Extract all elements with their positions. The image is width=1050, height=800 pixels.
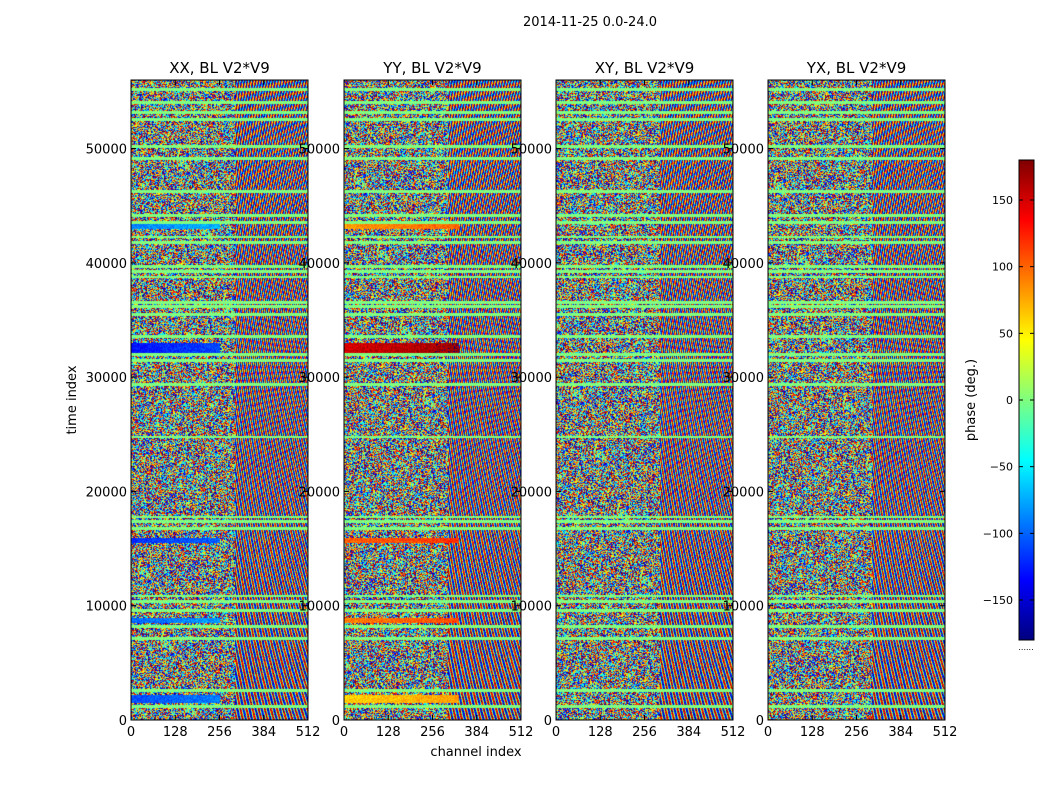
- panel-xy: XY, BL V2*V9 0 128 256 384 512 0 10000 20000 3000…: [511, 59, 746, 740]
- panel-yy: YY, BL V2*V9 0 128 256 384 512 0 10000 20000 3000…: [299, 59, 534, 740]
- y-tick-label: 10000: [86, 600, 127, 615]
- x-tick-label: 384: [888, 725, 913, 740]
- phase-heatmap-image: [131, 80, 308, 720]
- y-tick-label: 50000: [723, 143, 764, 158]
- x-tick-label: 256: [420, 725, 445, 740]
- y-tick-label: 40000: [511, 257, 552, 272]
- y-tick-label: 10000: [299, 600, 340, 615]
- x-tick-label: 512: [296, 725, 321, 740]
- y-tick-label: 30000: [511, 371, 552, 386]
- colorbar: −150 −100 −50 0 50 100 150: [983, 159, 1035, 641]
- x-tick-label: 256: [632, 725, 657, 740]
- x-tick-label: 384: [464, 725, 489, 740]
- y-tick-label: 40000: [723, 257, 764, 272]
- x-axis-label: channel index: [430, 745, 521, 760]
- panel-xx: XX, BL V2*V9 0 128 256 384 512 0 10000 20000 3000…: [86, 59, 321, 740]
- y-tick-label: 0: [544, 714, 552, 729]
- panel-title: XY, BL V2*V9: [595, 59, 695, 77]
- y-tick-label: 30000: [299, 371, 340, 386]
- x-tick-label: 256: [844, 725, 869, 740]
- x-tick-label: 128: [163, 725, 188, 740]
- y-tick-label: 50000: [511, 143, 552, 158]
- y-tick-label: 20000: [299, 485, 340, 500]
- x-tick-label: 128: [800, 725, 825, 740]
- colorbar-label: phase (deg.): [964, 359, 979, 441]
- y-tick-label: 40000: [299, 257, 340, 272]
- y-tick-label: 30000: [723, 371, 764, 386]
- y-axis-label: time index: [65, 365, 80, 434]
- y-tick-label: 50000: [86, 143, 127, 158]
- figure-suptitle: 2014-11-25 0.0-24.0: [523, 15, 657, 30]
- x-tick-label: 128: [376, 725, 401, 740]
- x-tick-label: 512: [509, 725, 534, 740]
- colorbar-tick-label: −150: [983, 594, 1013, 607]
- panel-title: YY, BL V2*V9: [382, 59, 481, 77]
- y-tick-label: 50000: [299, 143, 340, 158]
- panel-title: XX, BL V2*V9: [169, 59, 270, 77]
- colorbar-tick-label: 100: [992, 261, 1013, 274]
- y-tick-label: 10000: [511, 600, 552, 615]
- colorbar-footer: ......: [1018, 643, 1033, 652]
- x-tick-label: 512: [933, 725, 958, 740]
- y-tick-label: 20000: [511, 485, 552, 500]
- colorbar-tick-label: −50: [990, 461, 1013, 474]
- y-tick-label: 20000: [86, 485, 127, 500]
- y-tick-label: 10000: [723, 600, 764, 615]
- panel-title: YX, BL V2*V9: [806, 59, 907, 77]
- x-tick-label: 128: [588, 725, 613, 740]
- colorbar-tick-label: −100: [983, 527, 1013, 540]
- y-tick-label: 0: [756, 714, 764, 729]
- y-tick-label: 40000: [86, 257, 127, 272]
- x-tick-label: 512: [721, 725, 746, 740]
- phase-heatmap-image: [344, 80, 521, 720]
- x-tick-label: 0: [340, 725, 348, 740]
- colorbar-tick-label: 50: [999, 327, 1013, 340]
- phase-heatmap-image: [768, 80, 945, 720]
- y-tick-label: 20000: [723, 485, 764, 500]
- x-tick-label: 384: [251, 725, 276, 740]
- x-tick-label: 0: [764, 725, 772, 740]
- y-tick-label: 30000: [86, 371, 127, 386]
- x-tick-label: 0: [552, 725, 560, 740]
- panel-yx: YX, BL V2*V9 0 128 256 384 512 0 10000 20000 3000…: [723, 59, 958, 740]
- colorbar-tick-label: 0: [1006, 394, 1013, 407]
- phase-heatmap-image: [556, 80, 733, 720]
- x-tick-label: 384: [676, 725, 701, 740]
- x-tick-label: 256: [207, 725, 232, 740]
- y-tick-label: 0: [332, 714, 340, 729]
- colorbar-tick-label: 150: [992, 194, 1013, 207]
- x-tick-label: 0: [127, 725, 135, 740]
- y-tick-label: 0: [119, 714, 127, 729]
